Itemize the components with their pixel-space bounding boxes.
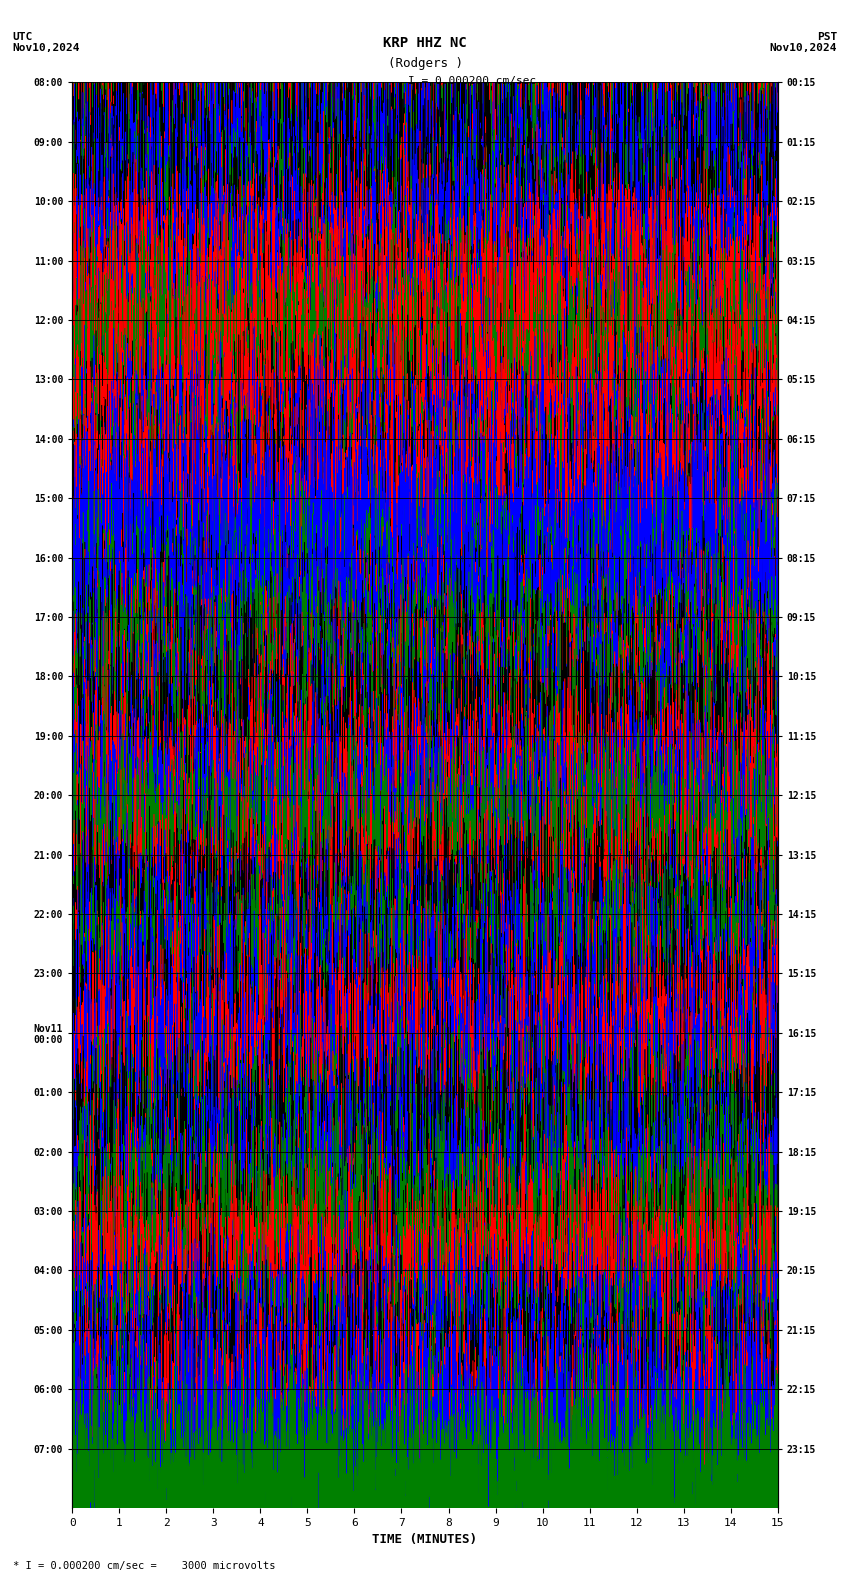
Text: UTC
Nov10,2024: UTC Nov10,2024 <box>13 32 80 54</box>
Text: PST
Nov10,2024: PST Nov10,2024 <box>770 32 837 54</box>
Text: * I = 0.000200 cm/sec =    3000 microvolts: * I = 0.000200 cm/sec = 3000 microvolts <box>13 1562 275 1571</box>
Text: KRP HHZ NC: KRP HHZ NC <box>383 36 467 51</box>
Text: I = 0.000200 cm/sec: I = 0.000200 cm/sec <box>408 76 536 86</box>
Text: (Rodgers ): (Rodgers ) <box>388 57 462 70</box>
X-axis label: TIME (MINUTES): TIME (MINUTES) <box>372 1533 478 1546</box>
